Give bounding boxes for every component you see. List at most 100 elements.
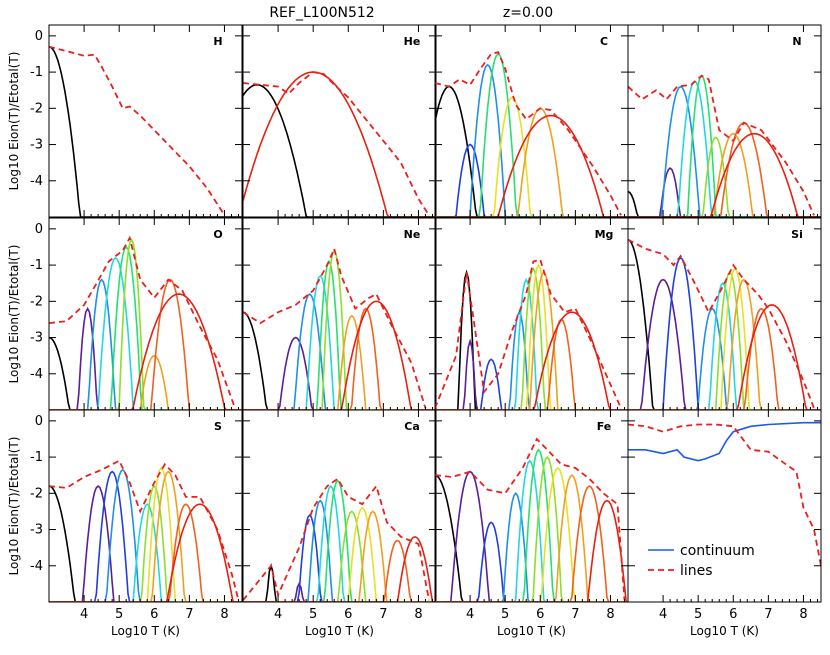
- plot-area: [49, 459, 242, 602]
- ion-curve: [435, 143, 628, 217]
- panel-frame: [48, 24, 243, 218]
- x-axis-label: Log10 T (K): [305, 624, 374, 638]
- ion-curve: [243, 300, 436, 410]
- panel: 0 -1 -2 -3 -4 O Log10 Eion(T)/Etotal(T): [7, 217, 243, 411]
- panel: He: [242, 24, 437, 218]
- y-tick-label: 0: [35, 414, 43, 429]
- ion-curve: [243, 83, 436, 217]
- total-line: [435, 51, 622, 216]
- panel-frame: [48, 217, 243, 411]
- ion-curve: [49, 306, 242, 410]
- ion-curve: [435, 521, 628, 602]
- panel: C: [434, 24, 629, 218]
- total-line: [49, 459, 240, 601]
- panel: N: [627, 24, 822, 218]
- element-label: H: [213, 35, 222, 48]
- total-line: [243, 246, 427, 409]
- ion-curve: [435, 485, 628, 602]
- x-axis-label: Log10 T (K): [497, 624, 566, 638]
- lines-line: [628, 423, 821, 566]
- ion-curve: [435, 474, 628, 602]
- ion-curve: [49, 503, 242, 602]
- x-tick-label: 5: [694, 607, 702, 622]
- ion-curve: [49, 278, 242, 410]
- ion-curve: [435, 63, 628, 217]
- x-tick-label: 7: [571, 607, 579, 622]
- y-axis-label: Log10 Eion(T)/Etotal(T): [7, 245, 21, 384]
- plot-area: [243, 71, 436, 217]
- legend: continuum lines: [648, 543, 755, 579]
- ion-curve: [243, 314, 436, 410]
- ion-curve: [243, 248, 436, 410]
- ion-curve: [243, 484, 436, 602]
- panel: 0 -1 -2 -3 -4 H Log10 Eion(T)/Etotal(T): [7, 24, 243, 218]
- element-label: Mg: [595, 228, 614, 241]
- ion-curve: [435, 311, 628, 410]
- ion-curve: [435, 459, 628, 602]
- element-label: He: [404, 35, 421, 48]
- plot-area: [435, 51, 628, 217]
- ion-curve: [49, 484, 242, 602]
- x-tick-label: 5: [501, 607, 509, 622]
- ion-curve: [628, 278, 821, 410]
- ion-curve: [435, 107, 628, 217]
- element-label: Ca: [404, 420, 420, 433]
- element-label: Si: [791, 228, 803, 241]
- y-tick-label: -3: [30, 138, 43, 153]
- plot-area: [49, 45, 242, 217]
- panel-frame: [434, 409, 629, 603]
- y-tick-label: -1: [30, 258, 43, 273]
- ion-curve: [243, 535, 436, 602]
- ion-curve: [628, 307, 821, 410]
- total-line: [435, 258, 622, 409]
- ion-curve: [435, 338, 628, 410]
- plot-area: [243, 477, 436, 602]
- panel: 4 5 6 7 8 Ca Log10 T (K): [242, 409, 437, 638]
- x-tick-label: 6: [344, 607, 352, 622]
- total-line: [243, 71, 430, 216]
- panel: 4 5 6 7 8 0 -1 -2 -3 -4 S Log10 T (K) Log10 Eion(T)/…: [7, 409, 243, 638]
- element-label: O: [213, 228, 222, 241]
- continuum-line: [628, 421, 821, 462]
- x-tick-label: 6: [150, 607, 158, 622]
- y-tick-label: -2: [30, 486, 43, 501]
- plot-area: [628, 421, 821, 566]
- plot-area: [628, 74, 821, 217]
- ion-curve: [435, 114, 628, 217]
- x-tick-label: 4: [659, 607, 667, 622]
- x-axis-label: Log10 T (K): [111, 624, 180, 638]
- x-axis-label: Log10 T (K): [690, 624, 759, 638]
- ion-curve: [435, 470, 628, 602]
- y-tick-label: -3: [30, 331, 43, 346]
- x-tick-label: 4: [80, 607, 88, 622]
- plot-area: [628, 238, 821, 410]
- total-line: [49, 45, 226, 216]
- total-line: [628, 74, 815, 216]
- y-tick-label: 0: [35, 222, 43, 237]
- ion-curve: [435, 271, 628, 410]
- ion-curve: [628, 281, 821, 410]
- ion-curve: [243, 539, 436, 602]
- ion-curve: [49, 45, 242, 217]
- y-tick-label: -4: [30, 367, 43, 382]
- y-tick-label: -2: [30, 101, 43, 116]
- y-tick-label: -4: [30, 559, 43, 574]
- ion-curve: [435, 499, 628, 602]
- ion-curve: [628, 121, 821, 217]
- ion-curve: [628, 132, 821, 217]
- x-tick-label: 7: [185, 607, 193, 622]
- legend-label-lines: lines: [680, 563, 713, 579]
- ion-curve: [435, 448, 628, 602]
- y-tick-label: -1: [30, 450, 43, 465]
- plot-area: [49, 235, 242, 410]
- plot-area: [243, 246, 436, 410]
- ion-curve: [49, 503, 242, 602]
- y-axis-label: Log10 Eion(T)/Etotal(T): [7, 52, 21, 191]
- redshift-label: z=0.00: [503, 5, 553, 21]
- panel-frame: [242, 24, 437, 218]
- ion-curve: [628, 267, 821, 410]
- ion-curve: [49, 237, 242, 410]
- panel: 4 5 6 7 8 Fe Log10 T (K): [434, 409, 629, 638]
- x-tick-label: 7: [379, 607, 387, 622]
